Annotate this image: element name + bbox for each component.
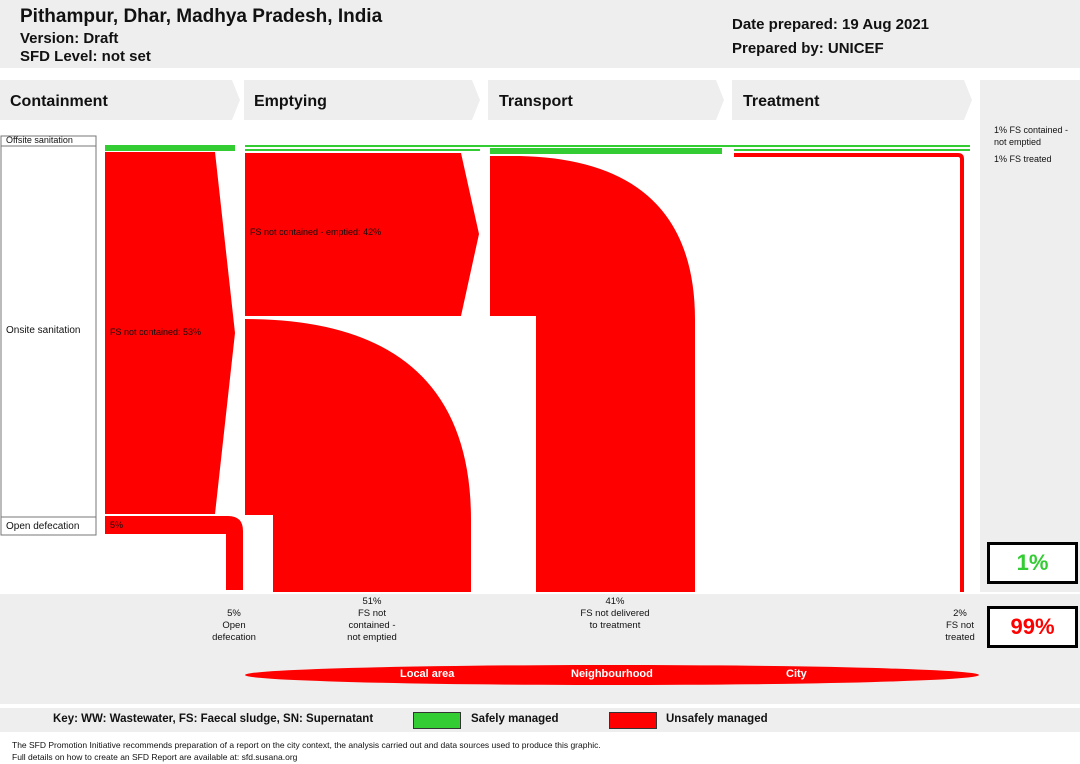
bottom-panel [0, 594, 1080, 704]
stage-containment: Containment [10, 93, 108, 110]
sfd-level-label: SFD Level: not set [20, 48, 151, 65]
bottom-label-pct: 41% [605, 596, 625, 607]
bottom-label-not-treated: 2% FS not treated [936, 608, 984, 644]
bottom-label-text: FS not contained - not emptied [347, 608, 397, 643]
onsite-box [0, 145, 97, 518]
safe-outcome-box: 1% [987, 542, 1078, 584]
note-treated: 1% FS treated [994, 154, 1052, 164]
key-unsafe-label: Unsafely managed [666, 713, 768, 725]
not-contained-flow [105, 152, 235, 514]
row-onsite-label: Onsite sanitation [6, 325, 81, 336]
unsafe-outcome-box: 99% [987, 606, 1078, 648]
note-contained-not-emptied: 1% FS contained - not emptied [994, 125, 1069, 147]
version-label: Version: Draft [20, 30, 119, 47]
bottom-label-text: FS not delivered to treatment [580, 608, 650, 631]
bottom-label-pct: 51% [362, 596, 382, 607]
key-safe-label: Safely managed [471, 713, 559, 725]
bottom-label-text: Open defecation [212, 620, 256, 643]
footer-line-1: The SFD Promotion Initiative recommends … [12, 740, 601, 750]
stage-arrow-transport [488, 80, 724, 120]
stage-arrow-emptying [244, 80, 480, 120]
bottom-label-pct: 2% [953, 608, 967, 619]
right-panel [980, 80, 1080, 592]
stage-arrow-containment [0, 80, 240, 120]
area-local: Local area [400, 668, 455, 680]
flow-label-not-contained: FS not contained: 53% [110, 327, 202, 337]
not-treated-flow [734, 153, 964, 592]
flow-label-emptied: FS not contained - emptied: 42% [250, 227, 382, 237]
prepared-by: Prepared by: UNICEF [732, 40, 884, 57]
bottom-label-not-emptied: 51% FS not contained - not emptied [342, 596, 402, 644]
area-city: City [786, 668, 807, 680]
stage-transport: Transport [499, 93, 573, 110]
offsite-green-flow [105, 145, 235, 151]
stage-arrow-treatment [732, 80, 972, 120]
bottom-label-text: FS not treated [945, 620, 975, 643]
row-offsite-label: Offsite sanitation [6, 135, 73, 145]
key-unsafe-swatch [609, 712, 657, 729]
key-panel [0, 708, 1080, 732]
page-title: Pithampur, Dhar, Madhya Pradesh, India [20, 6, 383, 27]
flow-label-open-def: 5% [110, 520, 124, 530]
not-emptied-flow [245, 319, 471, 592]
date-prepared: Date prepared: 19 Aug 2021 [732, 16, 930, 33]
bottom-label-open-def: 5% Open defecation [204, 608, 264, 644]
key-text: Key: WW: Wastewater, FS: Faecal sludge, … [53, 713, 374, 725]
key-safe-swatch [413, 712, 461, 729]
open-def-flow [105, 516, 243, 590]
area-ellipse [245, 665, 979, 685]
area-neighbourhood: Neighbourhood [571, 668, 653, 680]
stage-treatment: Treatment [743, 93, 820, 110]
stage-emptying: Emptying [254, 93, 327, 110]
open-def-box [0, 516, 97, 536]
bottom-label-not-delivered: 41% FS not delivered to treatment [580, 596, 650, 632]
row-open-def-label: Open defecation [6, 521, 80, 532]
footer-line-2: Full details on how to create an SFD Rep… [12, 752, 298, 762]
bottom-label-pct: 5% [227, 608, 241, 619]
header-panel [0, 0, 1080, 68]
not-delivered-flow [490, 156, 695, 592]
emptied-flow [245, 153, 479, 316]
